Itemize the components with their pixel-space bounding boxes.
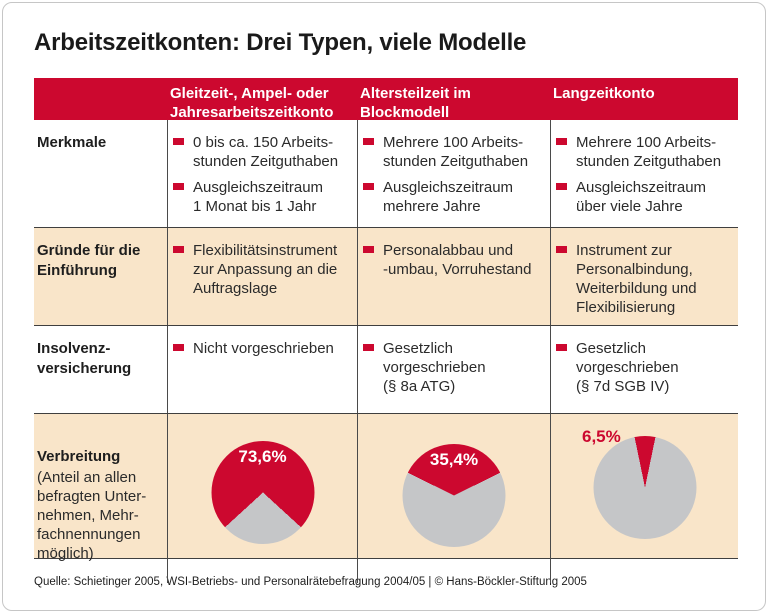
list-item: Flexibilitätsinstrument zur Anpassung an…: [173, 241, 351, 298]
list-item: Ausgleichszeitraum über viele Jahre: [556, 178, 732, 216]
bullet-text: Mehrere 100 Arbeits- stunden Zeitguthabe…: [576, 134, 722, 170]
table-header-row: Gleitzeit-, Ampel- oder Jahresarbeitszei…: [34, 78, 738, 122]
header-cell-altersteilzeit: Altersteilzeit im Blockmodell: [360, 85, 471, 121]
bullet-text: Ausgleichszeitraum mehrere Jahre: [383, 179, 514, 215]
bullet-text: 0 bis ca. 150 Arbeits- stunden Zeitgutha…: [193, 134, 339, 170]
cell-merkmale-gleitzeit: 0 bis ca. 150 Arbeits- stunden Zeitgutha…: [167, 120, 357, 227]
bullet-icon: [173, 183, 184, 190]
bullet-icon: [363, 344, 374, 351]
pie-chart-altersteilzeit: 35,4%: [402, 444, 506, 547]
list-item: 0 bis ca. 150 Arbeits- stunden Zeitgutha…: [173, 133, 351, 171]
cell-merkmale-altersteilzeit: Mehrere 100 Arbeits- stunden Zeitguthabe…: [357, 120, 550, 227]
list-item: Gesetzlich vorgeschrieben (§ 8a ATG): [363, 339, 544, 396]
header-cell-empty: [34, 78, 167, 122]
list-item: Instrument zur Personalbindung, Weiterbi…: [556, 241, 732, 317]
bullet-icon: [556, 344, 567, 351]
bullet-icon: [363, 246, 374, 253]
comparison-table: Gleitzeit-, Ampel- oder Jahresarbeitszei…: [34, 78, 738, 583]
cell-insolvenz-langzeitkonto: Gesetzlich vorgeschrieben (§ 7d SGB IV): [550, 326, 738, 413]
cell-insolvenz-gleitzeit: Nicht vorgeschrieben: [167, 326, 357, 413]
bullet-text: Ausgleichszeitraum 1 Monat bis 1 Jahr: [193, 179, 324, 215]
bullet-icon: [363, 183, 374, 190]
bullet-text: Gesetzlich vorgeschrieben (§ 7d SGB IV): [576, 340, 679, 395]
bullet-icon: [173, 246, 184, 253]
cell-insolvenz-altersteilzeit: Gesetzlich vorgeschrieben (§ 8a ATG): [357, 326, 550, 413]
bullet-text: Flexibilitätsinstrument zur Anpassung an…: [193, 242, 338, 297]
header-cell-langzeitkonto: Langzeitkonto: [553, 85, 655, 102]
bullet-icon: [173, 138, 184, 145]
cell-gruende-langzeitkonto: Instrument zur Personalbindung, Weiterbi…: [550, 228, 738, 325]
row-label-insolvenz: Insolvenz- versicherung: [37, 340, 132, 377]
bullet-text: Gesetzlich vorgeschrieben (§ 8a ATG): [383, 340, 486, 395]
bullet-text: Mehrere 100 Arbeits- stunden Zeitguthabe…: [383, 134, 529, 170]
page-title: Arbeitszeitkonten: Drei Typen, viele Mod…: [34, 29, 527, 56]
pie-value-label: 73,6%: [238, 447, 287, 466]
list-item: Mehrere 100 Arbeits- stunden Zeitguthabe…: [363, 133, 544, 171]
cell-verbreitung-altersteilzeit: 35,4%: [357, 414, 550, 583]
list-item: Personalabbau und -umbau, Vorruhestand: [363, 241, 544, 279]
row-insolvenz: Insolvenz- versicherung Nicht vorgeschri…: [34, 325, 738, 413]
cell-gruende-altersteilzeit: Personalabbau und -umbau, Vorruhestand: [357, 228, 550, 325]
row-label-gruende: Gründe für die Einführung: [37, 242, 141, 279]
bullet-text: Ausgleichszeitraum über viele Jahre: [576, 179, 707, 215]
row-merkmale: Merkmale 0 bis ca. 150 Arbeits- stunden …: [34, 120, 738, 227]
pie-value-label: 6,5%: [582, 427, 621, 446]
pie-value-label: 35,4%: [429, 450, 479, 469]
row-gruende: Gründe für die Einführung Flexibilitätsi…: [34, 227, 738, 325]
list-item: Gesetzlich vorgeschrieben (§ 7d SGB IV): [556, 339, 732, 396]
cell-verbreitung-langzeitkonto: 6,5%: [550, 414, 738, 583]
row-verbreitung: Verbreitung (Anteil an allen befragten U…: [34, 413, 738, 583]
list-item: Ausgleichszeitraum mehrere Jahre: [363, 178, 544, 216]
list-item: Nicht vorgeschrieben: [173, 339, 351, 358]
row-label-verbreitung: Verbreitung (Anteil an allen befragten U…: [34, 414, 167, 583]
pie-chart-gleitzeit: 73,6%: [211, 441, 314, 544]
row-label-merkmale: Merkmale: [37, 134, 107, 151]
bullet-text: Instrument zur Personalbindung, Weiterbi…: [576, 242, 697, 316]
bullet-icon: [556, 246, 567, 253]
bullet-icon: [363, 138, 374, 145]
list-item: Ausgleichszeitraum 1 Monat bis 1 Jahr: [173, 178, 351, 216]
header-cell-gleitzeit: Gleitzeit-, Ampel- oder Jahresarbeitszei…: [170, 85, 334, 121]
row-label-verbreitung-title: Verbreitung: [37, 448, 121, 465]
bullet-text: Personalabbau und -umbau, Vorruhestand: [383, 242, 532, 278]
cell-merkmale-langzeitkonto: Mehrere 100 Arbeits- stunden Zeitguthabe…: [550, 120, 738, 227]
cell-gruende-gleitzeit: Flexibilitätsinstrument zur Anpassung an…: [167, 228, 357, 325]
bullet-text: Nicht vorgeschrieben: [193, 340, 334, 357]
pie-chart-langzeitkonto: [593, 436, 696, 539]
row-label-verbreitung-note: (Anteil an allen befragten Unter- nehmen…: [37, 469, 147, 562]
bullet-icon: [556, 183, 567, 190]
list-item: Mehrere 100 Arbeits- stunden Zeitguthabe…: [556, 133, 732, 171]
bullet-icon: [556, 138, 567, 145]
cell-verbreitung-gleitzeit: 73,6%: [167, 414, 357, 583]
bullet-icon: [173, 344, 184, 351]
source-line: Quelle: Schietinger 2005, WSI-Betriebs- …: [34, 576, 587, 588]
